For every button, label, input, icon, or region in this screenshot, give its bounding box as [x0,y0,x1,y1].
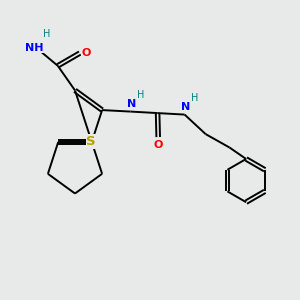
Text: O: O [82,48,91,58]
Text: NH: NH [25,43,43,53]
Text: H: H [136,90,144,100]
Text: S: S [86,135,96,148]
Text: O: O [154,140,163,150]
Text: H: H [43,29,50,39]
Text: H: H [190,93,198,103]
Text: N: N [181,102,190,112]
Text: N: N [127,99,136,109]
